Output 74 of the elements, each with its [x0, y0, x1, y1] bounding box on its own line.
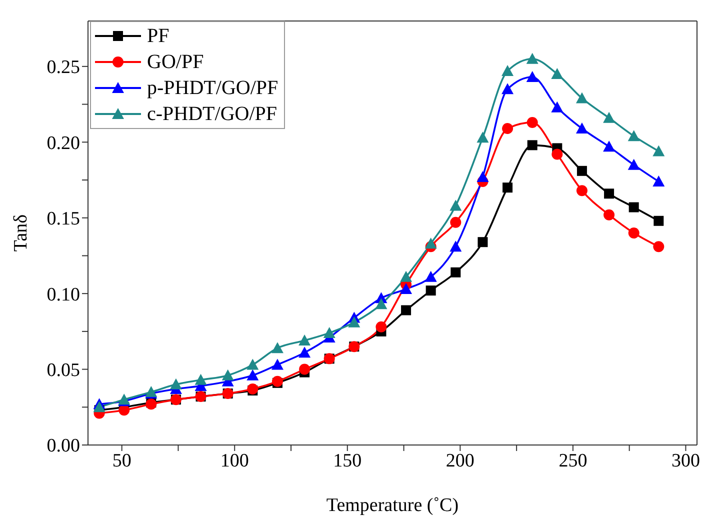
point	[323, 326, 336, 338]
x-axis-title: Temperature (˚C)	[326, 495, 459, 516]
x-tick-label: 300	[671, 450, 700, 472]
legend-label: c-PHDT/GO/PF	[147, 102, 278, 127]
point	[424, 238, 437, 249]
point	[652, 176, 665, 187]
point	[450, 216, 462, 228]
point	[603, 140, 616, 152]
point	[576, 166, 587, 176]
point	[526, 116, 538, 128]
point	[450, 240, 462, 252]
point	[604, 188, 614, 199]
point	[476, 170, 489, 182]
point	[400, 270, 412, 282]
point	[299, 364, 310, 375]
x-tick-label: 250	[558, 450, 588, 472]
legend-label: GO/PF	[147, 50, 204, 75]
point	[628, 228, 640, 238]
y-axis-title: Tanδ	[10, 214, 32, 252]
point	[628, 130, 640, 142]
point	[271, 358, 284, 370]
y-tick-label: 0.20	[46, 132, 80, 154]
point	[654, 216, 664, 226]
point	[450, 200, 462, 211]
point	[271, 342, 284, 354]
point	[502, 182, 513, 193]
point	[118, 404, 130, 416]
point	[246, 358, 259, 370]
y-tick-label: 0.25	[46, 57, 80, 78]
point	[401, 305, 412, 316]
point	[576, 185, 588, 196]
point	[93, 401, 106, 412]
point	[502, 123, 514, 134]
point	[527, 140, 538, 150]
x-tick-label: 150	[333, 450, 362, 472]
point	[603, 112, 616, 123]
point	[246, 369, 259, 380]
point	[502, 64, 514, 76]
point	[298, 346, 311, 358]
point	[652, 145, 665, 156]
x-tick-label: 200	[446, 450, 474, 472]
y-tick-label: 0.05	[46, 360, 80, 382]
y-tick-label: 0.15	[46, 208, 80, 230]
x-tick-label: 50	[112, 450, 132, 472]
point	[375, 298, 388, 310]
point	[348, 316, 360, 328]
text: 0.00	[46, 436, 80, 457]
legend-label: p-PHDT/GO/PF	[147, 76, 278, 101]
point	[222, 369, 234, 380]
point	[552, 148, 563, 160]
point	[526, 71, 538, 82]
point	[502, 83, 514, 94]
point	[628, 202, 639, 212]
point	[426, 286, 436, 296]
point	[298, 334, 311, 346]
point	[400, 283, 412, 294]
x-tick-label: 100	[220, 450, 249, 472]
point	[628, 158, 640, 170]
legend-label: PF	[147, 24, 170, 49]
point	[576, 92, 588, 104]
point	[478, 237, 488, 248]
point	[194, 374, 207, 385]
point	[604, 209, 615, 220]
point	[653, 241, 664, 252]
y-tick-label: 0.10	[46, 284, 80, 306]
point	[551, 68, 564, 79]
point	[551, 101, 564, 112]
point	[424, 270, 437, 282]
point	[576, 122, 588, 134]
point	[526, 52, 538, 64]
point	[170, 378, 182, 390]
point	[376, 321, 387, 332]
point	[450, 267, 461, 278]
point	[476, 132, 489, 143]
